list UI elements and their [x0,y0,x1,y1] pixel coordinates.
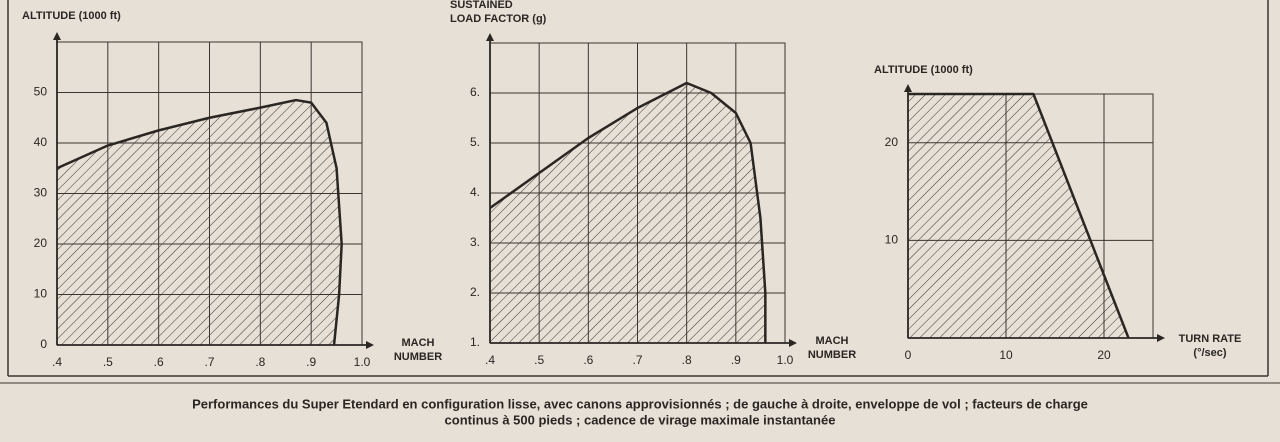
axis-arrow [1157,334,1165,342]
y-tick-label: 2. [470,285,480,299]
x-tick-label: 20 [1097,348,1111,362]
x-tick-label: .5 [103,355,113,369]
y-tick-label: 40 [34,135,48,149]
x-tick-label: .7 [204,355,214,369]
area-fill [908,94,1129,338]
y-tick-label: 4. [470,185,480,199]
x-axis-label: NUMBER [808,349,856,361]
x-axis-label: TURN RATE [1179,333,1242,345]
y-tick-label: 10 [34,287,48,301]
y-axis-label: ALTITUDE (1000 ft) [22,10,121,22]
x-tick-label: .6 [154,355,164,369]
y-tick-label: 3. [470,235,480,249]
x-tick-label: .4 [52,355,62,369]
x-tick-label: .6 [583,353,593,367]
x-tick-label: 10 [999,348,1013,362]
x-tick-label: .9 [306,355,316,369]
axis-arrow [53,32,61,40]
caption: Performances du Super Etendard en config… [192,396,1088,411]
y-tick-label: 6. [470,85,480,99]
x-tick-label: .5 [534,353,544,367]
x-tick-label: .7 [632,353,642,367]
x-axis-label: MACH [402,337,435,349]
area-fill [490,83,766,343]
area-fill [57,100,342,345]
y-tick-label: 30 [34,186,48,200]
x-axis-label: MACH [816,335,849,347]
y-axis-label: SUSTAINED [450,0,513,11]
x-axis-label: (°/sec) [1193,347,1226,359]
y-tick-label: 5. [470,135,480,149]
x-tick-label: .8 [255,355,265,369]
y-tick-label: 10 [885,233,899,247]
y-tick-label: 1. [470,335,480,349]
axis-arrow [904,84,912,92]
x-tick-label: 1.0 [354,355,371,369]
area-outline [489,81,767,343]
x-tick-label: .9 [731,353,741,367]
y-tick-label: 0 [40,337,47,351]
x-tick-label: .8 [682,353,692,367]
x-tick-label: 0 [905,348,912,362]
area-outline [56,98,343,346]
y-tick-label: 20 [885,135,899,149]
y-tick-label: 50 [34,85,48,99]
y-tick-label: 20 [34,236,48,250]
axis-arrow [366,341,374,349]
caption: continus à 500 pieds ; cadence de virage… [445,412,836,427]
area-outline [908,92,1130,339]
x-tick-label: .4 [485,353,495,367]
x-tick-label: 1.0 [777,353,794,367]
x-axis-label: NUMBER [394,351,442,363]
y-axis-label: ALTITUDE (1000 ft) [874,64,973,76]
y-axis-label: LOAD FACTOR (g) [450,13,547,25]
axis-arrow [486,33,494,41]
axis-arrow [789,339,797,347]
